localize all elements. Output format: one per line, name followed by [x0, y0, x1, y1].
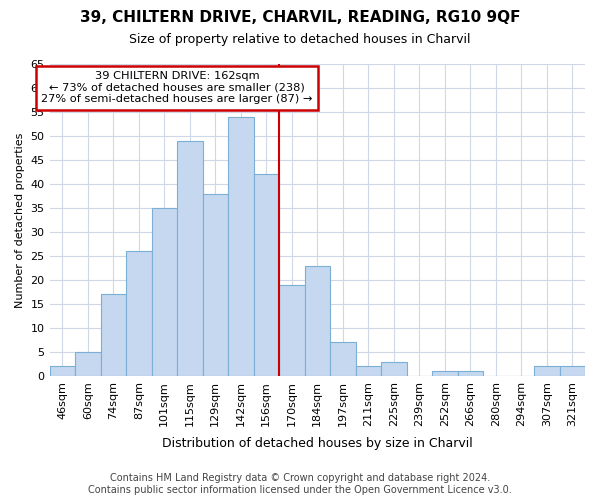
Text: Contains HM Land Registry data © Crown copyright and database right 2024.
Contai: Contains HM Land Registry data © Crown c… [88, 474, 512, 495]
Bar [356, 366, 381, 376]
Bar [254, 174, 279, 376]
Text: 39 CHILTERN DRIVE: 162sqm
← 73% of detached houses are smaller (238)
27% of semi: 39 CHILTERN DRIVE: 162sqm ← 73% of detac… [41, 71, 313, 104]
Bar [458, 371, 483, 376]
Text: Size of property relative to detached houses in Charvil: Size of property relative to detached ho… [129, 32, 471, 46]
Bar [228, 117, 254, 376]
X-axis label: Distribution of detached houses by size in Charvil: Distribution of detached houses by size … [162, 437, 473, 450]
Bar [101, 294, 126, 376]
Bar [126, 251, 152, 376]
Bar [203, 194, 228, 376]
Bar [177, 141, 203, 376]
Bar [279, 284, 305, 376]
Text: 39, CHILTERN DRIVE, CHARVIL, READING, RG10 9QF: 39, CHILTERN DRIVE, CHARVIL, READING, RG… [80, 10, 520, 25]
Bar [432, 371, 458, 376]
Bar [534, 366, 560, 376]
Bar [75, 352, 101, 376]
Bar [50, 366, 75, 376]
Y-axis label: Number of detached properties: Number of detached properties [15, 132, 25, 308]
Bar [330, 342, 356, 376]
Bar [381, 362, 407, 376]
Bar [152, 208, 177, 376]
Bar [560, 366, 585, 376]
Bar [305, 266, 330, 376]
